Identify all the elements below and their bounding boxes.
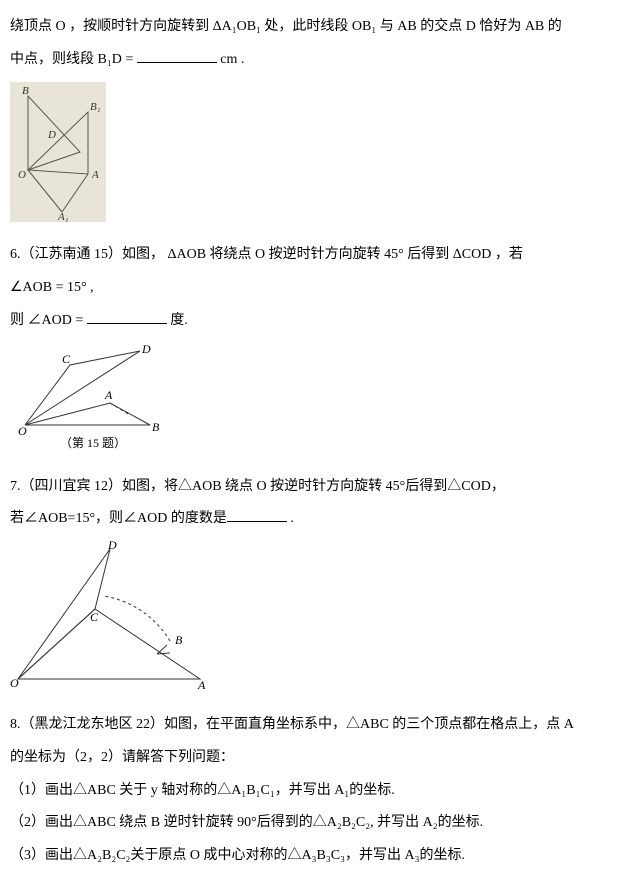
q6-lbl-C: C xyxy=(62,352,71,366)
q6-lbl-B: B xyxy=(152,420,160,434)
q8-sub1: （1）画出△ABC 关于 y 轴对称的△A₁B₁C₁，并写出 A₁的坐标. xyxy=(10,776,630,807)
q8-line2: 的坐标为（2，2）请解答下列问题： xyxy=(10,743,630,774)
q6-line3-pre: 则 ∠AOD = xyxy=(10,313,87,328)
figure-q6-svg: O A B C D （第 15 题） xyxy=(10,343,170,453)
intro-line2-pre: 中点，则线段 B₁D = xyxy=(10,52,137,67)
q8-line1: 8.（黑龙江龙东地区 22）如图，在平面直角坐标系中，△ABC 的三个顶点都在格… xyxy=(10,710,630,741)
intro-line2: 中点，则线段 B₁D = cm . xyxy=(10,45,630,76)
blank-b1d xyxy=(137,49,217,63)
q7-lbl-B: B xyxy=(175,633,183,647)
q7-lbl-C: C xyxy=(90,610,99,624)
lbl-B1: B₁ xyxy=(90,101,101,113)
q6-line3: 则 ∠AOD = 度. xyxy=(10,306,630,337)
figure-q5-svg: B B₁ D O A A₁ xyxy=(10,82,106,222)
lbl-O: O xyxy=(18,169,26,181)
q8-sub3: （3）画出△A₂B₂C₂关于原点 O 成中心对称的△A₃B₃C₃，并写出 A₃的… xyxy=(10,841,630,872)
blank-aod2 xyxy=(227,508,287,522)
blank-aod xyxy=(87,310,167,324)
q7-line2-pre: 若∠AOB=15°，则∠AOD 的度数是 xyxy=(10,511,227,526)
lbl-B: B xyxy=(22,85,29,97)
q7-lbl-A: A xyxy=(197,678,206,691)
lbl-A1: A₁ xyxy=(57,211,69,222)
q6-lbl-O: O xyxy=(18,424,27,438)
figure-q5: B B₁ D O A A₁ xyxy=(10,82,106,222)
q7-line1: 7.（四川宜宾 12）如图，将△AOB 绕点 O 按逆时针方向旋转 45°后得到… xyxy=(10,472,630,503)
q8-sub2: （2）画出△ABC 绕点 B 逆时针旋转 90°后得到的△A₂B₂C₂, 并写出… xyxy=(10,808,630,839)
q6-caption: （第 15 题） xyxy=(60,436,126,450)
q6-line3-post: 度. xyxy=(167,313,188,328)
q7-lbl-O: O xyxy=(10,676,19,690)
q6-lbl-D: D xyxy=(141,343,151,356)
figure-q7: O A B C D xyxy=(10,541,210,691)
lbl-D: D xyxy=(47,129,56,141)
figure-q7-svg: O A B C D xyxy=(10,541,210,691)
figure-q6: O A B C D （第 15 题） xyxy=(10,343,170,453)
lbl-A: A xyxy=(91,169,99,181)
q6-line1: 6.（江苏南通 15）如图， ΔAOB 将绕点 O 按逆时针方向旋转 45° 后… xyxy=(10,240,630,271)
q7-lbl-D: D xyxy=(107,541,117,552)
q7-line2: 若∠AOB=15°，则∠AOD 的度数是 . xyxy=(10,504,630,535)
intro-line2-post: cm . xyxy=(217,52,245,67)
intro-line1: 绕顶点 O ，按顺时针方向旋转到 ΔA₁OB₁ 处，此时线段 OB₁ 与 AB … xyxy=(10,12,630,43)
q6-lbl-A: A xyxy=(104,388,113,402)
q7-line2-post: . xyxy=(287,511,294,526)
q6-line2: ∠AOB = 15° , xyxy=(10,273,630,304)
